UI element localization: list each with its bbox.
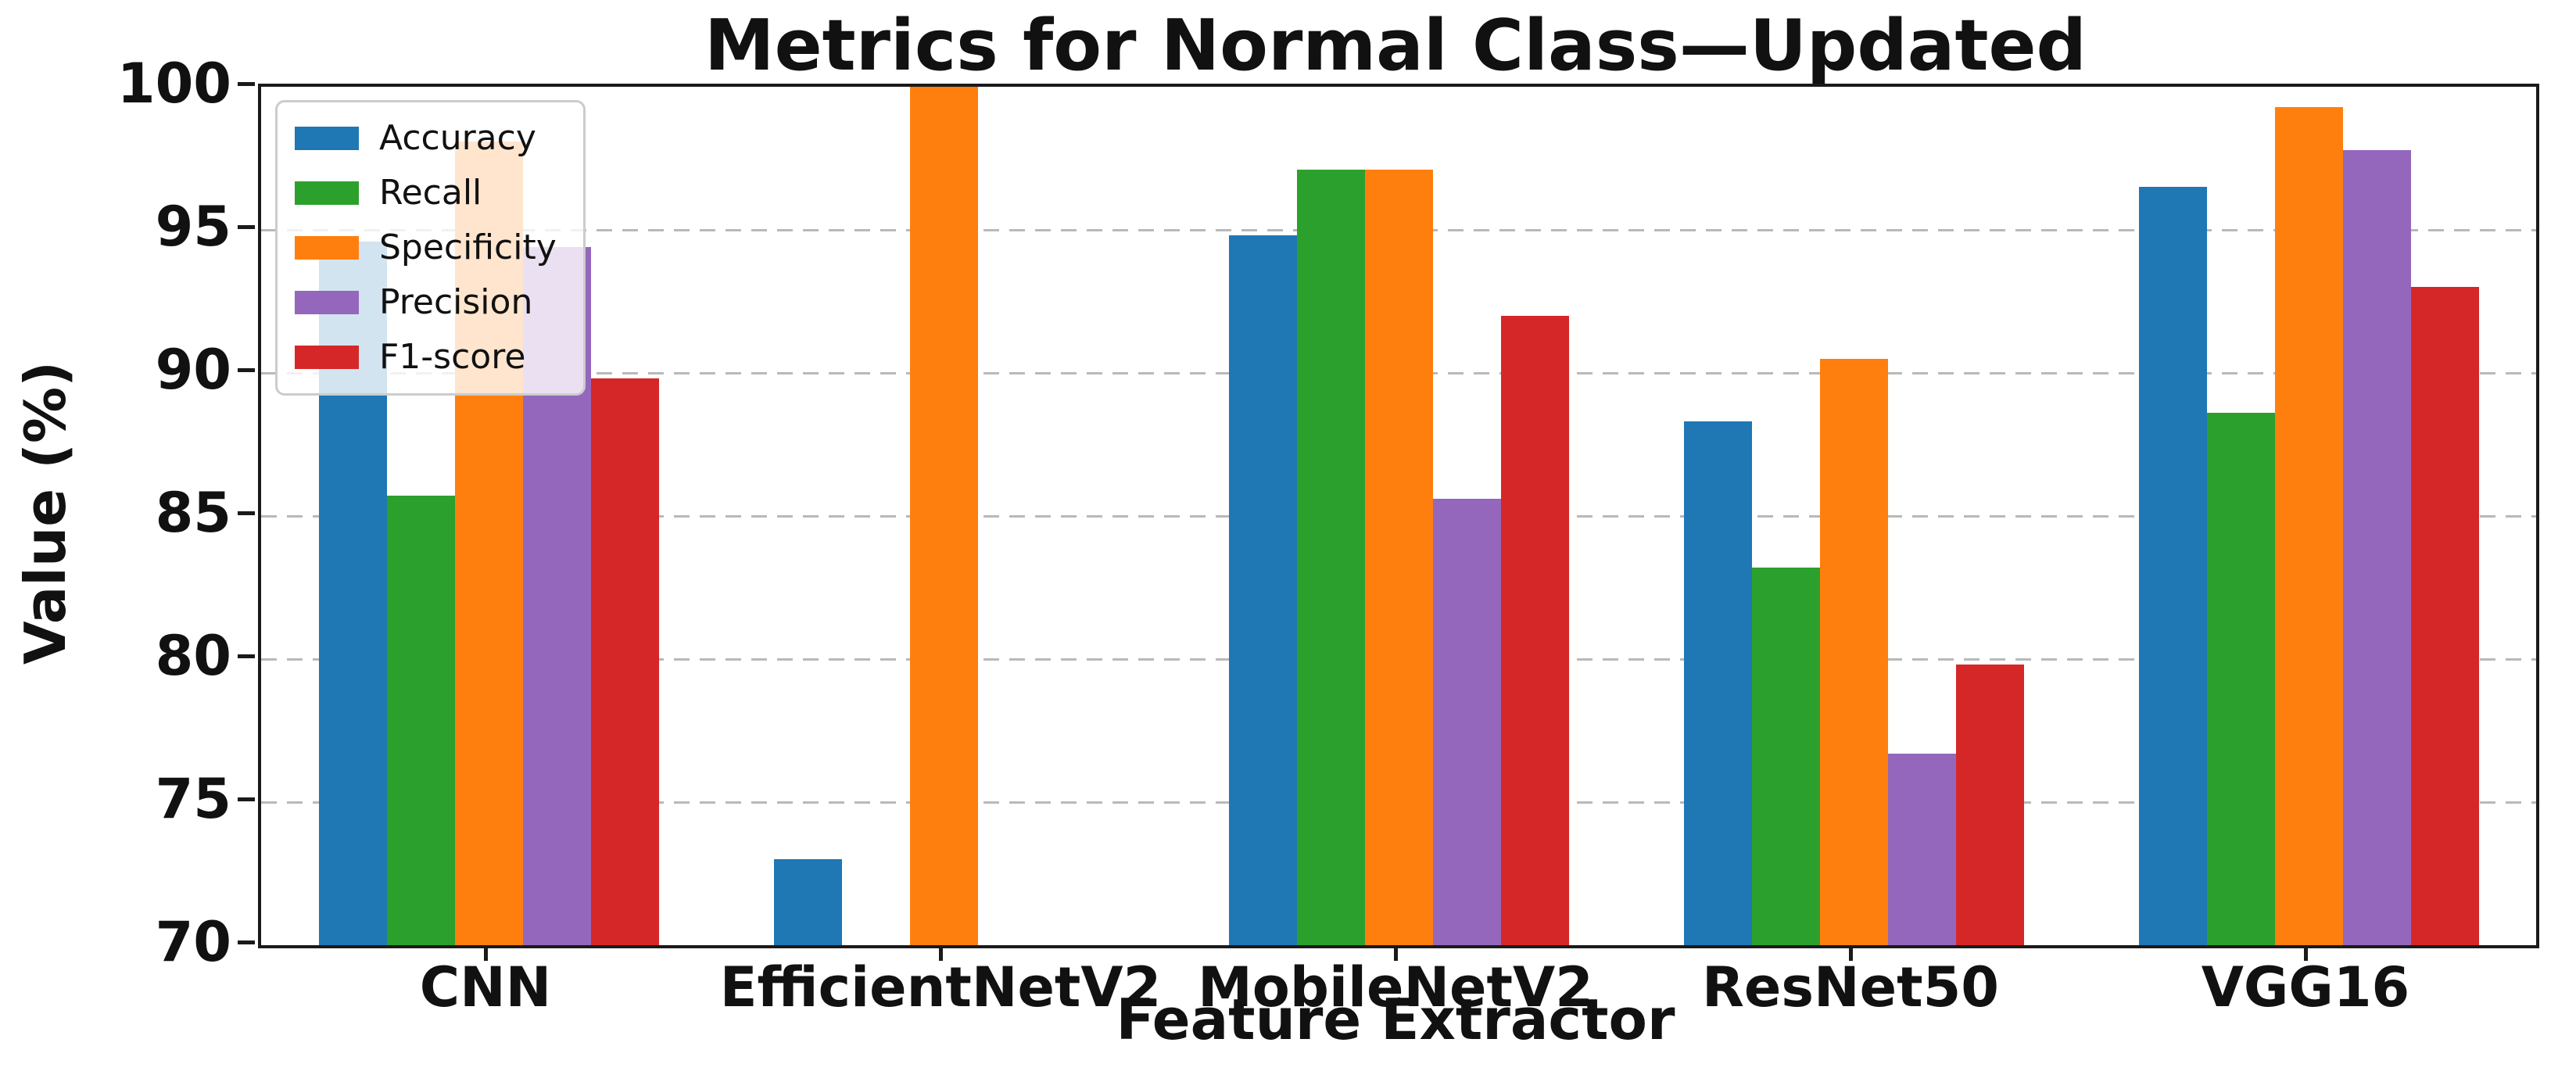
bar-recall-resnet50 [1751,567,1820,945]
x-tick-label-resnet50: ResNet50 [1702,955,1999,1019]
y-tick-mark [238,224,255,229]
plot-area [258,84,2539,948]
bar-recall-mobilenetv2 [1296,170,1365,945]
bar-specificity-efficientnetv2 [909,87,978,945]
bar-f1-score-mobilenetv2 [1500,315,1569,945]
y-tick-mark [238,367,255,372]
x-tick-mark [938,945,943,961]
y-tick-label: 85 [155,481,231,545]
y-tick-label: 80 [155,624,231,688]
legend-label: F1-score [379,337,526,377]
x-tick-label-efficientnetv2: EfficientNetV2 [719,955,1162,1019]
y-tick-label: 100 [116,52,231,116]
legend: Accuracy Recall Specificity Precision F1-sco… [275,100,586,396]
bar-specificity-resnet50 [1819,358,1888,945]
legend-swatch-icon [295,181,359,205]
y-tick-mark [238,797,255,801]
bar-accuracy-efficientnetv2 [773,859,842,945]
y-tick-label: 90 [155,338,231,402]
bar-f1-score-cnn [590,378,659,945]
bar-precision-vgg16 [2342,149,2411,945]
legend-entry-recall: Recall [295,171,557,215]
x-tick-label-mobilenetv2: MobileNetV2 [1198,955,1593,1019]
legend-label: Recall [379,173,482,213]
legend-swatch-icon [295,346,359,369]
bar-f1-score-vgg16 [2410,287,2479,945]
bar-specificity-mobilenetv2 [1364,170,1433,945]
legend-label: Precision [379,282,533,322]
y-tick-mark [238,654,255,658]
chart-title: Metrics for Normal Class—Updated [704,5,2087,87]
legend-entry-f1-score: F1-score [295,335,557,379]
bar-recall-vgg16 [2206,413,2275,945]
legend-label: Specificity [379,228,557,267]
y-tick-label: 70 [155,910,231,974]
bar-precision-mobilenetv2 [1432,499,1501,945]
bar-precision-resnet50 [1887,753,1956,945]
x-tick-mark [483,945,488,961]
x-tick-mark [1393,945,1398,961]
bar-accuracy-vgg16 [2138,187,2207,945]
legend-entry-precision: Precision [295,281,557,324]
x-tick-mark [1848,945,1853,961]
legend-swatch-icon [295,127,359,150]
x-axis-label: Feature Extractor [1116,987,1675,1052]
legend-entry-accuracy: Accuracy [295,116,557,160]
x-tick-label-vgg16: VGG16 [2201,955,2410,1019]
legend-swatch-icon [295,236,359,260]
y-tick-label: 75 [155,767,231,831]
bar-specificity-vgg16 [2274,106,2343,945]
bar-accuracy-resnet50 [1683,421,1752,945]
y-tick-mark [238,940,255,944]
legend-label: Accuracy [379,118,536,158]
y-axis-label: Value (%) [13,360,78,665]
bar-recall-cnn [386,496,455,945]
x-tick-label-cnn: CNN [419,955,552,1019]
legend-entry-specificity: Specificity [295,226,557,270]
x-tick-mark [2303,945,2308,961]
y-tick-mark [238,81,255,86]
bar-f1-score-resnet50 [1955,665,2024,945]
legend-swatch-icon [295,291,359,314]
y-tick-mark [238,511,255,515]
bar-accuracy-mobilenetv2 [1228,235,1297,945]
y-tick-label: 95 [155,195,231,259]
